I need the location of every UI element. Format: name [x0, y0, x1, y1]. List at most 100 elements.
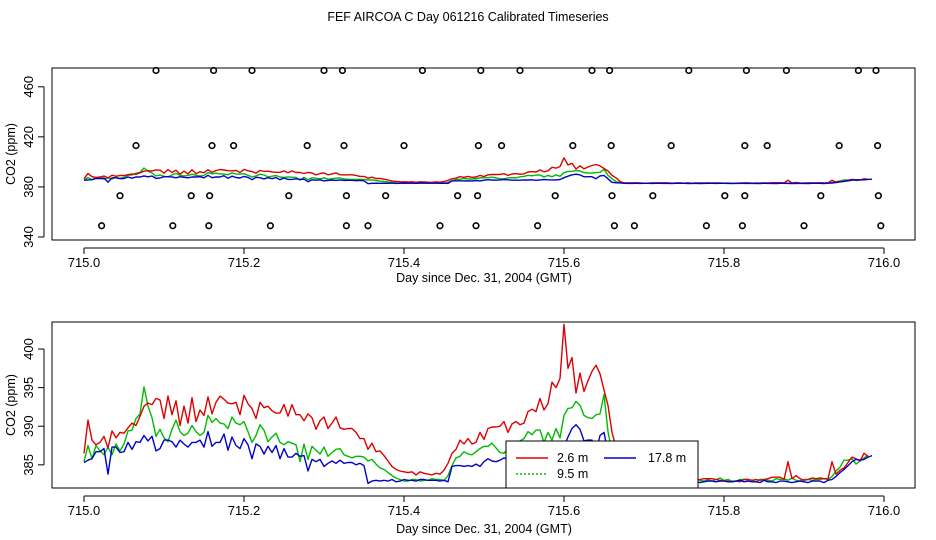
calibration-point [340, 142, 348, 150]
top-calibration-points [97, 66, 885, 230]
bottom-x-tick-label: 715.2 [228, 503, 261, 518]
calibration-point [454, 192, 462, 200]
calibration-point [702, 222, 711, 230]
bottom-plot-frame [51, 321, 916, 489]
top-y-axis: 340 380 420 460 [21, 76, 45, 248]
bottom-y-axis: 385 390 395 400 [21, 338, 45, 476]
calibration-point [116, 192, 124, 200]
calibration-point [342, 222, 351, 230]
bottom-panel: 715.0 715.2 715.4 715.6 715.8 716.0 385 390 395… [4, 321, 916, 536]
bottom-y-tick-label: 385 [21, 454, 36, 476]
calibration-point [685, 66, 693, 75]
bottom-x-tick-label: 715.0 [68, 503, 101, 518]
calibration-point [208, 142, 216, 150]
calibration-point [551, 192, 559, 200]
calibration-point [364, 222, 372, 230]
calibration-point [477, 66, 485, 75]
calibration-point [382, 192, 390, 200]
calibration-point [874, 192, 883, 200]
top-y-tick-label: 420 [21, 126, 36, 148]
bottom-y-tick-label: 400 [21, 338, 36, 360]
top-y-tick-label: 340 [21, 226, 36, 248]
calibration-point [266, 222, 275, 230]
bottom-x-tick-label: 715.6 [548, 503, 581, 518]
calibration-point [605, 66, 614, 75]
calibration-point [205, 222, 213, 230]
bottom-y-axis-title: CO2 (ppm) [4, 374, 18, 436]
bottom-x-axis-title: Day since Dec. 31, 2004 (GMT) [396, 522, 572, 536]
figure-title: FEF AIRCOA C Day 061216 Calibrated Times… [327, 10, 608, 24]
calibration-point [400, 142, 408, 150]
top-y-tick-label: 380 [21, 176, 36, 198]
bottom-series-9-5-m [83, 386, 869, 483]
top-x-axis: 715.0 715.2 715.4 715.6 715.8 716.0 [68, 247, 901, 270]
top-y-axis-title: CO2 (ppm) [4, 123, 18, 185]
legend-label-9-5m: 9.5 m [557, 467, 588, 481]
calibration-point [320, 66, 328, 75]
calibration-point [418, 66, 427, 75]
calibration-point [474, 142, 483, 150]
legend-label-17-8m: 17.8 m [648, 451, 686, 465]
top-x-tick-label: 715.0 [68, 255, 101, 270]
calibration-point [649, 192, 657, 200]
top-x-axis-title: Day since Dec. 31, 2004 (GMT) [396, 271, 572, 285]
bottom-series-2-6-m [83, 323, 869, 483]
calibration-point [872, 66, 880, 75]
calibration-point [610, 222, 619, 230]
bottom-series-group [83, 323, 873, 485]
bottom-x-tick-label: 715.8 [708, 503, 741, 518]
bottom-y-tick-label: 390 [21, 415, 36, 437]
calibration-point [854, 66, 863, 75]
bottom-x-axis: 715.0 715.2 715.4 715.6 715.8 716.0 [68, 495, 901, 518]
calibration-point [436, 222, 444, 230]
calibration-point [338, 66, 347, 75]
calibration-point [285, 192, 293, 200]
calibration-point [342, 192, 351, 200]
calibration-point [474, 192, 482, 200]
bottom-series-17-8-m [83, 424, 873, 485]
top-x-tick-label: 715.2 [228, 255, 261, 270]
top-x-tick-label: 715.8 [708, 255, 741, 270]
calibration-point [873, 142, 882, 150]
calibration-point [630, 222, 639, 230]
calibration-point [738, 222, 747, 230]
calibration-point [230, 142, 238, 150]
calibration-point [588, 66, 596, 75]
top-x-tick-label: 715.6 [548, 255, 581, 270]
legend-box [505, 440, 699, 489]
calibration-point [303, 142, 311, 150]
calibration-point [741, 142, 749, 150]
calibration-point [97, 222, 106, 230]
calibration-point [667, 142, 675, 150]
calibration-point [782, 66, 791, 75]
calibration-point [132, 142, 140, 150]
top-y-tick-label: 460 [21, 76, 36, 98]
calibration-point [835, 142, 843, 150]
top-panel: 715.0 715.2 715.4 715.6 715.8 716.0 340 380 420… [4, 66, 916, 285]
calibration-point [152, 66, 160, 75]
calibration-point [721, 192, 729, 200]
top-series-group [83, 157, 873, 185]
calibration-point [187, 192, 195, 200]
calibration-point [742, 66, 751, 75]
top-plot-frame [51, 67, 916, 241]
calibration-point [763, 142, 771, 150]
calibration-point [608, 192, 616, 200]
bottom-y-tick-label: 395 [21, 377, 36, 399]
calibration-point [877, 222, 885, 230]
bottom-x-tick-label: 715.4 [388, 503, 421, 518]
calibration-point [741, 192, 749, 200]
calibration-point [472, 222, 480, 230]
legend: 2.6 m 9.5 m 17.8 m [505, 440, 699, 489]
calibration-point [817, 192, 825, 200]
calibration-point [248, 66, 256, 75]
calibration-point [800, 222, 808, 230]
calibration-point [516, 66, 524, 75]
calibration-point [206, 192, 214, 200]
bottom-x-tick-label: 716.0 [868, 503, 901, 518]
top-x-tick-label: 715.4 [388, 255, 421, 270]
calibration-point [533, 222, 542, 230]
calibration-point [607, 142, 615, 150]
top-x-tick-label: 716.0 [868, 255, 901, 270]
